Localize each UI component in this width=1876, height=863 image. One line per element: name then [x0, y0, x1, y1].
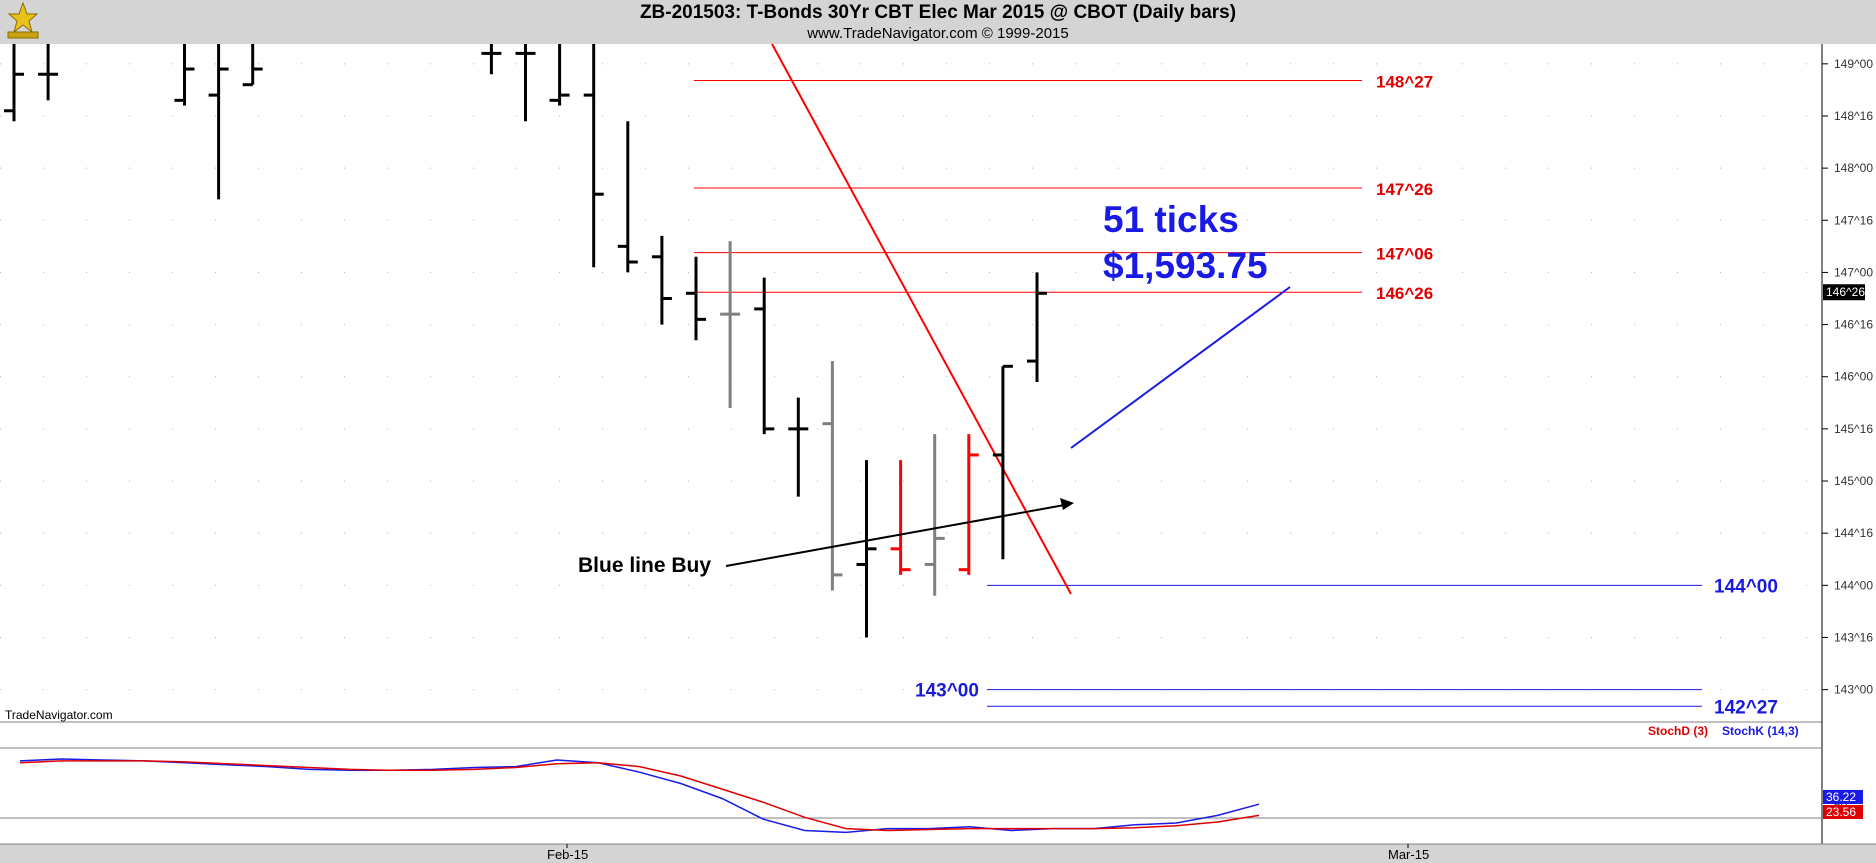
dollars-annotation: $1,593.75: [1103, 245, 1268, 286]
level-label-red: 147^26: [1376, 180, 1433, 199]
ohlc-bar: [822, 361, 843, 591]
buy-arrow-head: [1060, 498, 1074, 510]
ohlc-bar: [754, 277, 775, 435]
y-tick-label: 143^16: [1834, 630, 1873, 644]
y-tick-label: 148^00: [1834, 161, 1873, 175]
ohlc-bar: [174, 44, 195, 106]
stoch-k-value-box: [1823, 790, 1863, 804]
last-price-box: [1823, 284, 1865, 301]
y-tick-label: 144^00: [1834, 578, 1873, 592]
ohlc-bar: [788, 397, 809, 497]
ohlc-bar: [924, 434, 945, 596]
ohlc-bar: [481, 44, 502, 75]
chart-subtitle: www.TradeNavigator.com © 1999-2015: [807, 25, 1069, 42]
stoch-legend-entry: StochK (14,3): [1722, 724, 1799, 738]
stoch-d-value: 23.56: [1826, 805, 1856, 819]
blue-line-buy-label: Blue line Buy: [578, 554, 711, 577]
ohlc-bar: [242, 44, 263, 87]
stoch-k-value: 36.22: [1826, 790, 1856, 804]
x-axis-ticks: Feb-15 Mar-15: [547, 844, 1429, 862]
level-label-blue: 142^27: [1714, 697, 1778, 718]
stochastic-pane-background: [0, 722, 1822, 844]
horizontal-levels: 148^27 147^26 147^06 146^26 144^00 143^00 142^…: [694, 73, 1778, 718]
y-tick-label: 149^00: [1834, 57, 1873, 71]
y-tick-label: 148^16: [1834, 109, 1873, 123]
y-tick-label: 145^00: [1834, 474, 1873, 488]
trade-navigator-logo: [2, 0, 44, 42]
ohlc-bar: [583, 44, 604, 268]
level-label-red: 147^06: [1376, 245, 1433, 264]
trendline-red-downtrend: [771, 43, 1072, 595]
chart-title: ZB-201503: T-Bonds 30Yr CBT Elec Mar 201…: [639, 2, 1237, 23]
y-tick-label: 147^00: [1834, 265, 1873, 279]
stoch-legend-entry: StochD (3): [1648, 724, 1708, 738]
price-pane-background: [0, 44, 1822, 722]
y-tick-label: 144^16: [1834, 526, 1873, 540]
ohlc-bars: [4, 44, 1047, 638]
trendline-blue-uptrend: [1070, 286, 1291, 449]
stoch-series-line: [19, 760, 1260, 832]
ohlc-bar: [515, 44, 536, 122]
ohlc-bar: [208, 44, 229, 200]
buy-arrow-shaft: [725, 503, 1071, 567]
level-label-blue: 144^00: [1714, 576, 1778, 597]
annotations: 51 ticks $1,593.75 Blue line Buy: [578, 199, 1268, 577]
ohlc-bar: [856, 460, 877, 638]
level-label-blue: 143^00: [915, 681, 979, 702]
watermark-label: TradeNavigator.com: [5, 708, 113, 722]
ohlc-bar: [4, 44, 24, 122]
ohlc-bar: [686, 256, 706, 341]
level-label-red: 148^27: [1376, 73, 1433, 92]
ohlc-bar: [958, 434, 979, 575]
ohlc-bar: [549, 44, 570, 106]
y-tick-label: 143^00: [1834, 683, 1873, 697]
y-axis-ticks: 143^00 143^16 144^00 144^16 145^00 145^16 146^…: [1822, 57, 1873, 697]
trend-lines: [771, 43, 1291, 595]
ticks-annotation: 51 ticks: [1103, 199, 1239, 240]
level-label-red: 146^26: [1376, 284, 1433, 303]
ohlc-bar: [651, 235, 672, 325]
ohlc-bar: [720, 241, 741, 409]
y-tick-label: 146^16: [1834, 318, 1873, 332]
price-axis: [1822, 44, 1876, 844]
y-tick-label: 145^16: [1834, 422, 1873, 436]
ohlc-bar: [992, 364, 1013, 560]
y-tick-label: 146^00: [1834, 370, 1873, 384]
x-tick-label: Mar-15: [1388, 847, 1429, 862]
ohlc-bar: [890, 460, 911, 575]
ohlc-bar: [38, 44, 59, 101]
ohlc-bar: [1027, 272, 1047, 382]
ohlc-bar: [617, 121, 638, 273]
y-tick-label: 147^16: [1834, 213, 1873, 227]
last-price-label: 146^26: [1826, 285, 1865, 299]
date-axis: [0, 844, 1876, 863]
stoch-d-value-box: [1823, 805, 1863, 819]
chart-header: ZB-201503: T-Bonds 30Yr CBT Elec Mar 201…: [0, 0, 1876, 44]
x-tick-label: Feb-15: [547, 847, 588, 862]
